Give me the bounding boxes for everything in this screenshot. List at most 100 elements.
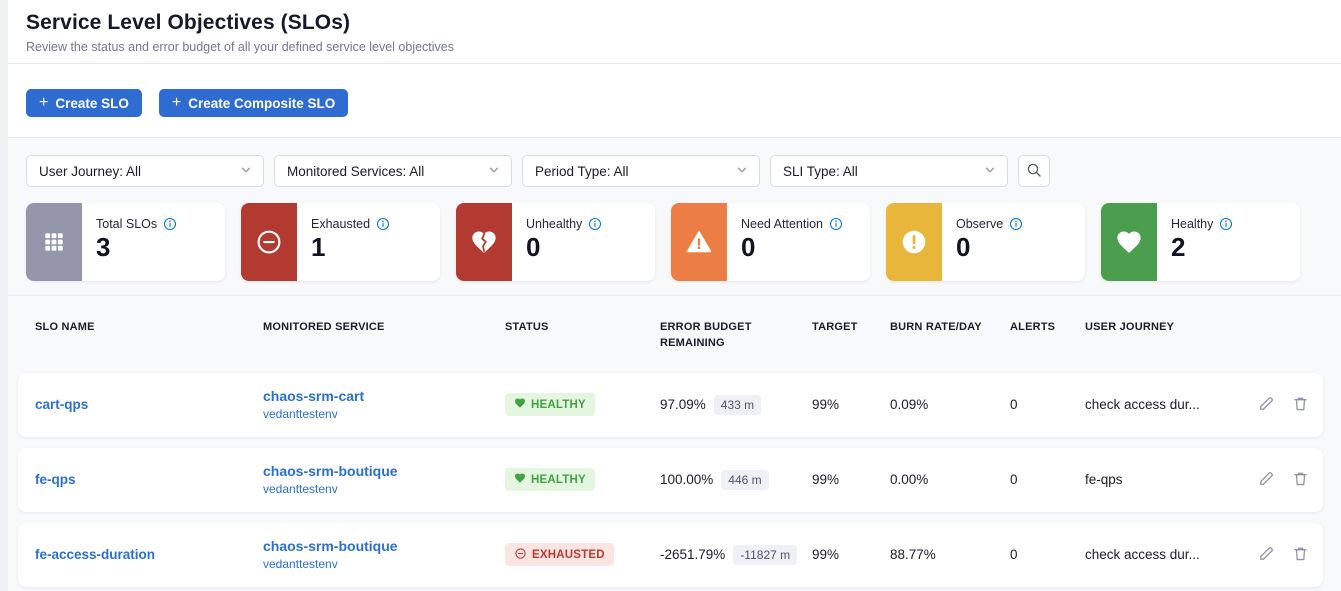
stat-label: Exhausted xyxy=(311,217,371,231)
status-label: EXHAUSTED xyxy=(532,548,605,561)
edit-button[interactable] xyxy=(1258,395,1275,415)
table-row: cart-qps chaos-srm-cart vedanttestenv HE… xyxy=(18,372,1323,437)
chevron-down-icon xyxy=(487,163,501,180)
pencil-icon xyxy=(1258,470,1275,490)
stat-card-unhealthy[interactable]: Unhealthy 0 xyxy=(456,203,655,281)
edit-button[interactable] xyxy=(1258,545,1275,565)
stat-value: 0 xyxy=(526,232,541,262)
monitored-services-filter[interactable]: Monitored Services: All xyxy=(274,155,512,187)
sli-type-filter-label: SLI Type: All xyxy=(783,163,858,179)
search-button[interactable] xyxy=(1018,155,1050,187)
stat-card-healthy[interactable]: Healthy 2 xyxy=(1101,203,1300,281)
chevron-down-icon xyxy=(239,163,253,180)
page-title: Service Level Objectives (SLOs) xyxy=(26,11,351,34)
create-composite-slo-button[interactable]: + Create Composite SLO xyxy=(158,89,349,117)
info-icon[interactable] xyxy=(1009,217,1023,231)
warning-triangle-icon xyxy=(671,203,727,281)
broken-heart-icon xyxy=(456,203,512,281)
edit-button[interactable] xyxy=(1258,470,1275,490)
environment-link[interactable]: vedanttestenv xyxy=(263,407,338,422)
info-icon[interactable] xyxy=(1219,217,1233,231)
heart-icon xyxy=(1101,203,1157,281)
table-row: fe-qps chaos-srm-boutique vedanttestenv … xyxy=(18,447,1323,512)
stat-label: Observe xyxy=(956,217,1004,231)
info-icon[interactable] xyxy=(163,217,177,231)
status-badge: EXHAUSTED xyxy=(505,543,614,567)
heart-icon xyxy=(514,472,526,487)
monitored-services-filter-label: Monitored Services: All xyxy=(287,163,425,179)
chevron-down-icon xyxy=(735,163,749,180)
stat-card-observe[interactable]: Observe 0 xyxy=(886,203,1085,281)
column-header-status: STATUS xyxy=(505,321,549,333)
column-header-error-budget: ERROR BUDGET REMAINING xyxy=(660,321,752,349)
create-slo-label: Create SLO xyxy=(55,95,129,111)
delete-button[interactable] xyxy=(1292,545,1309,565)
info-icon[interactable] xyxy=(829,217,843,231)
stat-value: 1 xyxy=(311,232,326,262)
plus-icon: + xyxy=(39,93,49,111)
stat-label: Unhealthy xyxy=(526,217,583,231)
target-value: 99% xyxy=(812,472,840,488)
trash-icon xyxy=(1292,470,1309,490)
monitored-service-link[interactable]: chaos-srm-boutique xyxy=(263,538,398,555)
delete-button[interactable] xyxy=(1292,395,1309,415)
page-header: Service Level Objectives (SLOs) Review t… xyxy=(0,0,1341,64)
pencil-icon xyxy=(1258,545,1275,565)
column-header-burn-rate: BURN RATE/DAY xyxy=(890,321,982,333)
monitored-service-link[interactable]: chaos-srm-cart xyxy=(263,388,365,405)
user-journey-filter[interactable]: User Journey: All xyxy=(26,155,264,187)
status-label: HEALTHY xyxy=(531,398,586,411)
stat-card-exhausted[interactable]: Exhausted 1 xyxy=(241,203,440,281)
stat-label: Healthy xyxy=(1171,217,1214,231)
slo-name-link[interactable]: cart-qps xyxy=(35,397,89,413)
slo-name-link[interactable]: fe-qps xyxy=(35,472,76,488)
user-journey-value: check access dur... xyxy=(1085,547,1200,563)
create-slo-button[interactable]: + Create SLO xyxy=(26,89,142,117)
stat-value: 2 xyxy=(1171,232,1186,262)
chevron-down-icon xyxy=(983,163,997,180)
error-budget-minutes-badge: -11827 m xyxy=(733,544,798,565)
toolbar: + Create SLO + Create Composite SLO xyxy=(0,64,1341,138)
plus-icon: + xyxy=(171,93,182,111)
environment-link[interactable]: vedanttestenv xyxy=(263,557,338,572)
status-badge: HEALTHY xyxy=(505,468,595,492)
slo-name-link[interactable]: fe-access-duration xyxy=(35,547,156,563)
stats-section: Total SLOs 3 Exhausted xyxy=(0,203,1341,296)
burn-rate-value: 0.09% xyxy=(890,397,929,413)
slo-table-body: cart-qps chaos-srm-cart vedanttestenv HE… xyxy=(18,372,1323,587)
delete-button[interactable] xyxy=(1292,470,1309,490)
table-header: SLO NAME MONITORED SERVICE STATUS ERROR … xyxy=(18,296,1323,373)
column-header-target: TARGET xyxy=(812,321,858,333)
stat-label: Total SLOs xyxy=(96,217,158,231)
error-budget-minutes-badge: 433 m xyxy=(713,394,762,415)
stat-card-total-slos[interactable]: Total SLOs 3 xyxy=(26,203,225,281)
minus-circle-icon xyxy=(514,547,527,563)
column-header-slo-name: SLO NAME xyxy=(35,321,95,333)
grid-icon xyxy=(26,203,82,281)
info-icon[interactable] xyxy=(376,217,390,231)
stat-card-need-attention[interactable]: Need Attention 0 xyxy=(671,203,870,281)
filter-row: User Journey: All Monitored Services: Al… xyxy=(26,155,1323,187)
stat-value: 0 xyxy=(956,232,971,262)
stat-value: 0 xyxy=(741,232,756,262)
alerts-count: 0 xyxy=(1010,547,1018,563)
sli-type-filter[interactable]: SLI Type: All xyxy=(770,155,1008,187)
target-value: 99% xyxy=(812,547,840,563)
error-budget-percent: 100.00% xyxy=(660,472,714,488)
error-budget-percent: -2651.79% xyxy=(660,547,726,563)
table-row: fe-access-duration chaos-srm-boutique ve… xyxy=(18,522,1323,587)
period-type-filter[interactable]: Period Type: All xyxy=(522,155,760,187)
content-area: User Journey: All Monitored Services: Al… xyxy=(0,138,1341,591)
column-header-alerts: ALERTS xyxy=(1010,321,1056,333)
exclamation-circle-icon xyxy=(886,203,942,281)
burn-rate-value: 88.77% xyxy=(890,547,936,563)
monitored-service-link[interactable]: chaos-srm-boutique xyxy=(263,463,398,480)
create-composite-slo-label: Create Composite SLO xyxy=(188,95,336,111)
trash-icon xyxy=(1292,395,1309,415)
alerts-count: 0 xyxy=(1010,397,1018,413)
period-type-filter-label: Period Type: All xyxy=(535,163,629,179)
stat-label: Need Attention xyxy=(741,217,824,231)
info-icon[interactable] xyxy=(588,217,602,231)
stat-value: 3 xyxy=(96,232,111,262)
environment-link[interactable]: vedanttestenv xyxy=(263,482,338,497)
